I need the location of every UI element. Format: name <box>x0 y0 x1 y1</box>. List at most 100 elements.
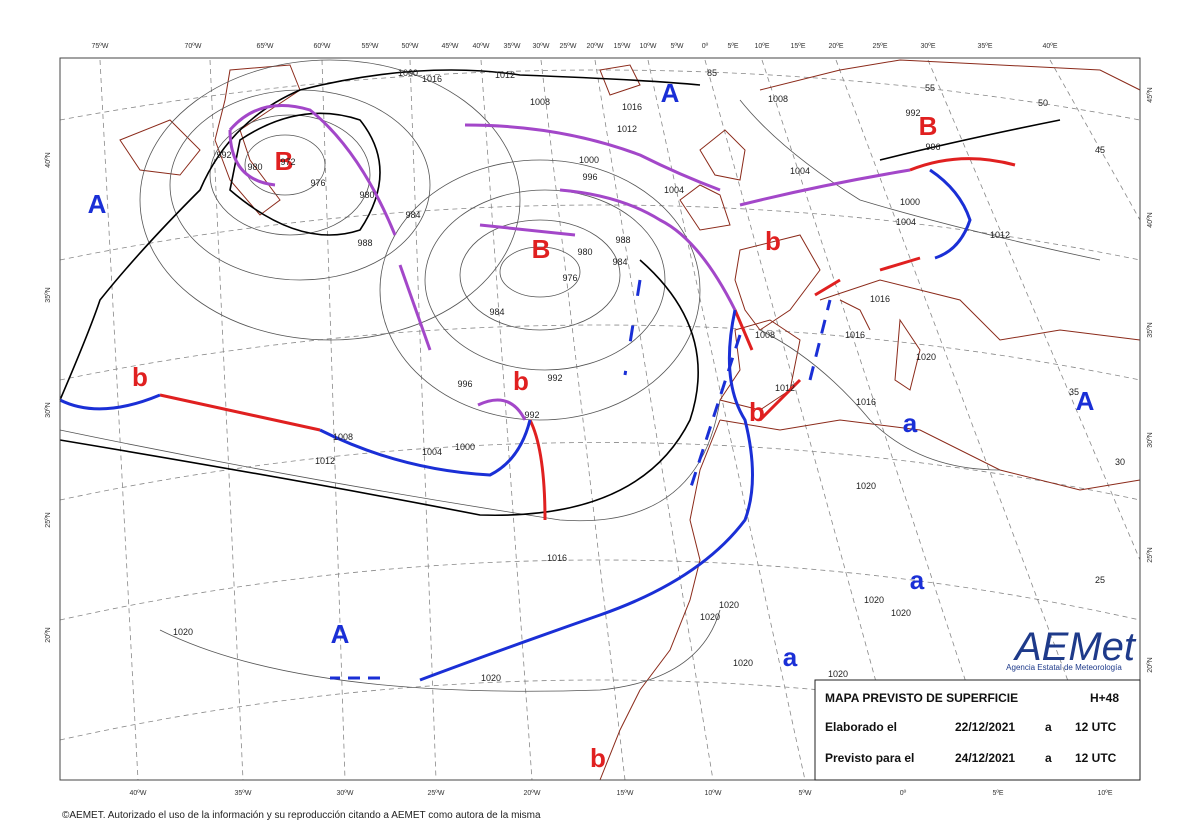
isobar-label: 1016 <box>845 330 865 340</box>
map-frame <box>59 57 1141 781</box>
lon-label: 70ºW <box>185 43 202 50</box>
lon-label: 30ºW <box>533 43 550 50</box>
pressure-center: b <box>590 743 606 773</box>
lat-label: 35ºN <box>45 287 52 302</box>
isobar-label: 1020 <box>891 608 911 618</box>
lat-label: 40ºN <box>1147 212 1154 227</box>
pressure-center: a <box>783 642 798 672</box>
isobar-label: 55 <box>925 83 935 93</box>
lon-label: 10ºE <box>1097 790 1112 797</box>
lon-label: 25ºW <box>560 43 577 50</box>
info-cell: 12 UTC <box>1075 751 1117 765</box>
lon-label: 35ºW <box>504 43 521 50</box>
isobar-label: 996 <box>457 379 472 389</box>
lat-label: 30ºN <box>1147 432 1154 447</box>
lon-label: 40ºW <box>473 43 490 50</box>
pressure-center: b <box>749 397 765 427</box>
isobar-label: 1012 <box>315 456 335 466</box>
isobar-label: 1008 <box>530 97 550 107</box>
isobar-label: 1012 <box>775 383 795 393</box>
pressure-center: b <box>513 366 529 396</box>
isobar-label: 50 <box>1038 98 1048 108</box>
isobar-label: 1004 <box>422 447 442 457</box>
isobar-label: 996 <box>582 172 597 182</box>
lat-label: 20ºN <box>45 627 52 642</box>
pressure-center: B <box>532 234 551 264</box>
lon-label: 25ºW <box>428 790 445 797</box>
isobar-label: 1012 <box>617 124 637 134</box>
isobar-label: 1020 <box>733 658 753 668</box>
isobar-label: 988 <box>357 238 372 248</box>
isobar-label: 976 <box>310 178 325 188</box>
lon-label: 5ºW <box>798 790 811 797</box>
isobar-label: 1004 <box>790 166 810 176</box>
isobar-label: 1016 <box>622 102 642 112</box>
lon-label: 55ºW <box>362 43 379 50</box>
lon-label: 20ºW <box>524 790 541 797</box>
isobar-label: 1000 <box>579 155 599 165</box>
lon-label: 20ºE <box>828 43 843 50</box>
info-cell: Previsto para el <box>825 751 914 765</box>
lat-label: 30ºN <box>45 402 52 417</box>
isobar-label: 1000 <box>398 68 418 78</box>
info-cell: Elaborado el <box>825 720 897 734</box>
pressure-center: B <box>275 146 294 176</box>
lon-label: 50ºW <box>402 43 419 50</box>
lat-label: 20ºN <box>1147 657 1154 672</box>
isobar-label: 1008 <box>768 94 788 104</box>
lon-label: 35ºW <box>235 790 252 797</box>
pressure-center: b <box>132 362 148 392</box>
isobar-label: 1020 <box>828 669 848 679</box>
lon-label: 5ºW <box>670 43 683 50</box>
lon-label: 15ºE <box>790 43 805 50</box>
isobar-label: 1008 <box>333 432 353 442</box>
isobar-label: 980 <box>577 247 592 257</box>
lat-label: 40ºN <box>45 152 52 167</box>
lon-label: 30ºW <box>337 790 354 797</box>
lon-label: 30ºE <box>920 43 935 50</box>
info-cell: 12 UTC <box>1075 720 1117 734</box>
isobar-label: 1016 <box>422 74 442 84</box>
isobar-label: 1020 <box>864 595 884 605</box>
lon-label: 5ºE <box>727 43 738 50</box>
pressure-center: a <box>903 408 918 438</box>
lon-label: 25ºE <box>872 43 887 50</box>
info-cell: a <box>1045 720 1052 734</box>
isobar-label: 1020 <box>700 612 720 622</box>
isobar-label: 980 <box>359 190 374 200</box>
pressure-center: A <box>88 189 107 219</box>
isobar-label: 1016 <box>547 553 567 563</box>
info-cell: 22/12/2021 <box>955 720 1015 734</box>
info-cell: 24/12/2021 <box>955 751 1015 765</box>
isobar-label: 984 <box>405 210 420 220</box>
info-cell: a <box>1045 751 1052 765</box>
lon-label: 20ºW <box>587 43 604 50</box>
pressure-center: A <box>331 619 350 649</box>
isobars <box>59 59 1101 692</box>
isobar-label: 1016 <box>856 397 876 407</box>
isobar-label: 992 <box>547 373 562 383</box>
isobar-label: 1020 <box>856 481 876 491</box>
info-title: MAPA PREVISTO DE SUPERFICIE <box>825 691 1018 705</box>
lon-label: 10ºW <box>640 43 657 50</box>
isobar-label: 1016 <box>870 294 890 304</box>
isobar-label: 25 <box>1095 575 1105 585</box>
isobar-label: 992 <box>524 410 539 420</box>
lat-label: 45ºN <box>1147 87 1154 102</box>
logo-name: AEMet <box>1013 625 1137 669</box>
lon-label: 75ºW <box>92 43 109 50</box>
isobar-label: 45 <box>1095 145 1105 155</box>
isobar-label: 35 <box>1069 387 1079 397</box>
lon-label: 10ºW <box>705 790 722 797</box>
lat-label: 25ºN <box>45 512 52 527</box>
isobar-label: 1012 <box>990 230 1010 240</box>
info-box <box>814 679 1141 781</box>
pressure-center: a <box>910 565 925 595</box>
isobar-label: 85 <box>707 68 717 78</box>
isobar-label: 1008 <box>755 330 775 340</box>
isobar-label: 1004 <box>664 185 684 195</box>
info-lead: H+48 <box>1090 691 1119 705</box>
lon-label: 35ºE <box>977 43 992 50</box>
pressure-center: A <box>1076 386 1095 416</box>
